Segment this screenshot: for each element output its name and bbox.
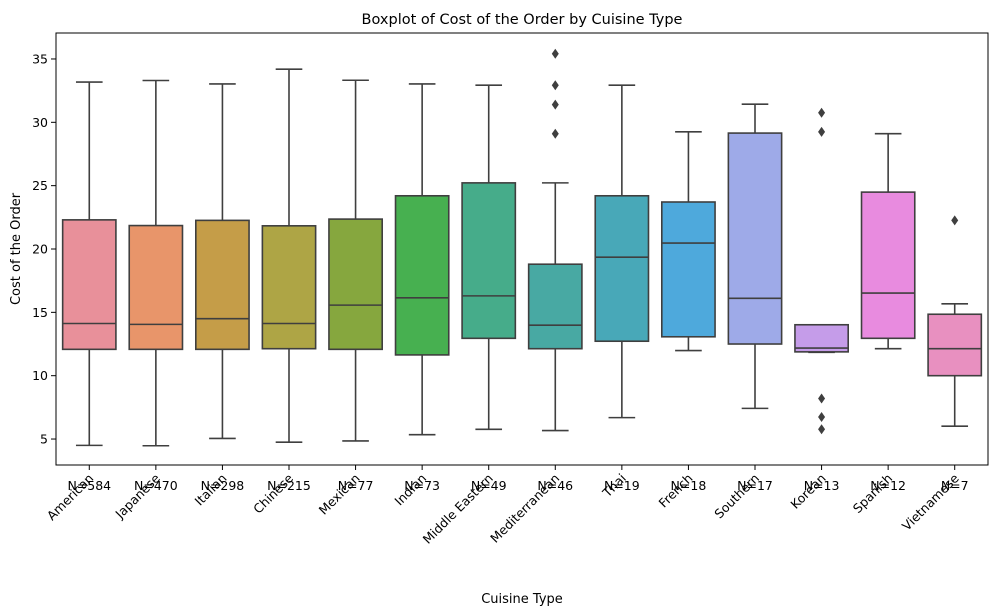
- box-mexican: [328, 79, 384, 442]
- count-label: N=7: [941, 478, 969, 493]
- count-label: N=49: [471, 478, 507, 493]
- box-japanese: [128, 79, 184, 447]
- plot-area: N=584 N=470 N=298 N=215 N=77 N=73 N=49 N=46 N=19…: [61, 48, 983, 493]
- box-southern: [727, 103, 783, 410]
- outlier-point: [551, 99, 559, 110]
- box-american: [61, 81, 117, 447]
- box-italian: [195, 83, 250, 440]
- y-tick-label: 25: [32, 178, 48, 193]
- count-label: N=12: [870, 478, 906, 493]
- box-spanish: [860, 132, 916, 350]
- box-chinese: [261, 68, 317, 443]
- box-iqr: [61, 219, 117, 351]
- box-iqr: [195, 219, 250, 351]
- box-korean: [794, 107, 850, 435]
- x-tick-label: Vietnamese: [899, 470, 962, 533]
- box-iqr: [727, 132, 783, 345]
- count-label: N=17: [737, 478, 773, 493]
- box-iqr: [328, 218, 384, 351]
- count-label: N=584: [67, 478, 111, 493]
- box-iqr: [927, 313, 983, 377]
- y-tick-label: 35: [32, 51, 48, 66]
- y-tick-label: 15: [32, 305, 48, 320]
- outlier-point: [818, 411, 826, 422]
- box-middle-eastern: [461, 84, 517, 431]
- count-label: N=18: [671, 478, 707, 493]
- y-tick-label: 20: [32, 242, 48, 257]
- box-indian: [394, 83, 450, 436]
- box-vietnamese: [927, 215, 983, 428]
- box-iqr: [860, 191, 916, 340]
- count-label: N=19: [604, 478, 640, 493]
- outlier-point: [551, 48, 559, 59]
- x-axis-label: Cuisine Type: [481, 592, 563, 607]
- box-mediterranean: [527, 48, 583, 432]
- box-iqr: [660, 201, 716, 338]
- y-tick-label: 30: [32, 115, 48, 130]
- x-tick-label: Thai: [599, 471, 629, 501]
- box-iqr: [128, 224, 184, 351]
- box-iqr: [394, 194, 450, 356]
- outlier-point: [818, 393, 826, 404]
- count-label: N=298: [201, 478, 245, 493]
- count-label: N=46: [537, 478, 573, 493]
- box-iqr: [594, 194, 650, 343]
- outlier-point: [818, 126, 826, 137]
- count-label: N=13: [804, 478, 840, 493]
- count-label: N=77: [338, 478, 374, 493]
- outlier-point: [818, 424, 826, 435]
- outlier-point: [551, 80, 559, 91]
- box-iqr: [261, 225, 317, 350]
- count-label: N=470: [134, 478, 178, 493]
- box-thai: [594, 84, 650, 419]
- chart-title: Boxplot of Cost of the Order by Cuisine …: [362, 12, 683, 28]
- y-tick-label: 10: [32, 368, 48, 383]
- y-axis: 5 10 15 20 25 30 35: [32, 51, 56, 447]
- box-french: [660, 131, 716, 352]
- box-iqr: [527, 263, 583, 350]
- outlier-point: [818, 107, 826, 118]
- count-label: N=215: [267, 478, 311, 493]
- outlier-point: [551, 128, 559, 139]
- y-axis-label: Cost of the Order: [9, 192, 24, 305]
- y-tick-label: 5: [40, 432, 48, 447]
- count-label: N=73: [404, 478, 440, 493]
- outlier-point: [951, 215, 959, 226]
- box-iqr: [461, 182, 517, 340]
